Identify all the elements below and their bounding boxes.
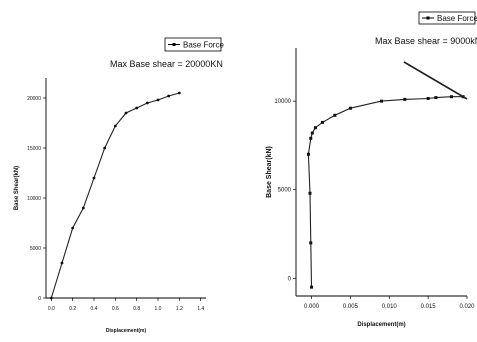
data-point — [308, 191, 312, 195]
x-tick-label: 0.8 — [133, 306, 140, 312]
data-point — [403, 97, 407, 101]
data-point — [310, 285, 314, 289]
max-base-shear-annotation: Max Base shear = 20000KN — [110, 59, 223, 69]
x-tick-label: 0.0 — [48, 306, 55, 312]
series-line — [50, 92, 180, 299]
right-chart: 0.000 0.005 0.010 0.015 0.020 0 5000 10000 Displ… — [266, 11, 477, 328]
legend-box — [164, 37, 222, 52]
data-point — [60, 261, 64, 265]
x-axis-title: Displacement(m) — [357, 322, 405, 328]
x-axis-title: Displacement(m) — [106, 328, 147, 334]
y-tick-label: 10000 — [274, 99, 291, 105]
data-point — [348, 106, 352, 110]
x-tick-label: 0.005 — [343, 304, 359, 310]
data-point — [177, 91, 181, 95]
data-point — [309, 241, 313, 245]
data-point — [113, 124, 117, 128]
data-point — [320, 120, 324, 124]
data-point — [135, 106, 139, 110]
y-axis-title: Base Shear(kN) — [14, 166, 20, 210]
x-tick-label: 0.2 — [69, 306, 76, 312]
x-tick-label: 1.0 — [155, 306, 162, 312]
x-tick-label: 0.020 — [459, 304, 475, 310]
data-point — [71, 226, 75, 230]
legend-marker — [172, 43, 176, 46]
y-axis-title: Base Shear(kN) — [266, 146, 273, 198]
y-tick-label: 0 — [288, 276, 292, 282]
legend-label: Base Force — [437, 14, 477, 23]
legend-label: Base Force — [183, 41, 224, 50]
x-tick-label: 0.4 — [91, 306, 98, 312]
data-point — [313, 126, 317, 130]
data-point — [333, 113, 337, 117]
data-point — [306, 152, 310, 156]
data-point — [124, 111, 128, 115]
x-tick-label: 0.015 — [421, 304, 437, 310]
data-point — [103, 146, 107, 150]
data-point — [310, 131, 314, 135]
data-point — [434, 96, 438, 100]
data-point — [92, 176, 96, 180]
annotation-arrow-line — [403, 61, 468, 100]
y-tick-label: 20000 — [27, 96, 41, 102]
legend-box — [418, 11, 476, 25]
y-tick-label: 5000 — [278, 188, 292, 194]
y-tick-label: 10000 — [27, 196, 41, 202]
data-point — [426, 96, 430, 100]
x-tick-label: 0.6 — [112, 306, 119, 312]
data-point — [49, 296, 53, 300]
left-chart: 0.0 0.2 0.4 0.6 0.8 1.0 1.2 1.4 0 5000 10000 15000 2… — [14, 37, 224, 334]
x-tick-label: 0.010 — [382, 304, 398, 310]
y-tick-label: 5000 — [30, 246, 41, 252]
data-point — [145, 101, 149, 105]
data-point — [449, 95, 453, 99]
y-tick-label: 0 — [38, 296, 41, 302]
data-point — [167, 94, 171, 98]
data-point — [309, 136, 313, 140]
x-tick-label: 1.2 — [176, 306, 183, 312]
max-base-shear-annotation: Max Base shear = 9000kN — [375, 36, 477, 46]
data-point — [156, 98, 160, 102]
y-tick-label: 15000 — [27, 146, 41, 152]
data-point — [380, 99, 383, 103]
legend-marker — [426, 16, 430, 20]
series-line — [307, 96, 464, 288]
x-tick-label: 0.000 — [304, 304, 320, 310]
x-tick-label: 1.4 — [197, 306, 204, 312]
data-point — [81, 206, 85, 210]
